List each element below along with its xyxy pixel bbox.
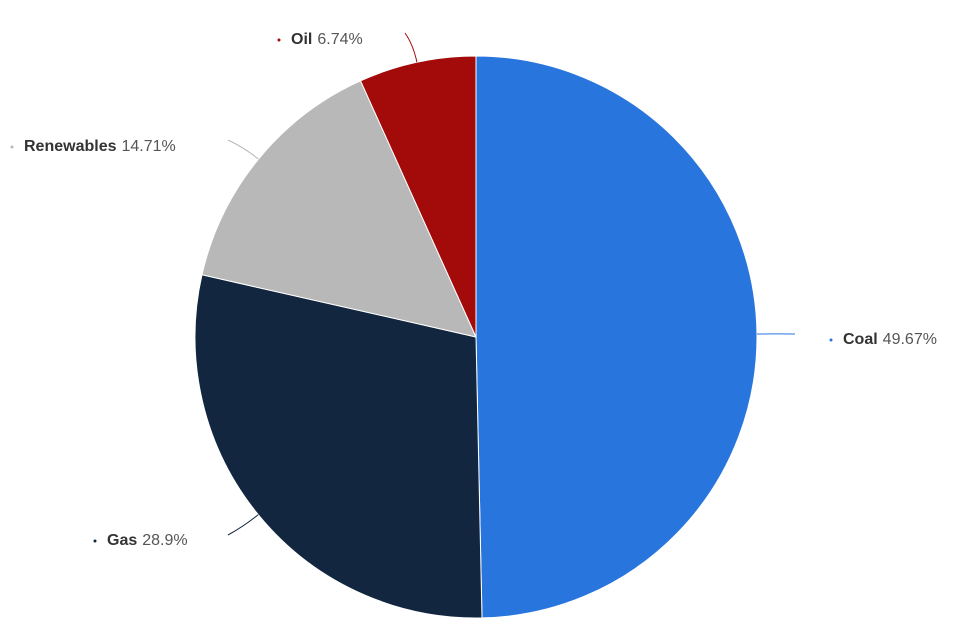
data-label: Coal 49.67%: [843, 331, 937, 348]
data-label: Oil 6.74%: [291, 31, 363, 48]
legend-dot: [10, 145, 14, 149]
legend-dot: [829, 338, 833, 342]
pie-slice: [201, 80, 477, 338]
pie-slice: [194, 274, 483, 619]
data-label: Gas 28.9%: [107, 532, 188, 549]
data-label: Renewables 14.71%: [24, 138, 176, 155]
label-name: Gas: [107, 532, 137, 549]
pie-slice: [359, 55, 477, 338]
label-value: 6.74%: [317, 31, 362, 48]
pie-slice: [475, 55, 758, 619]
label-value: 49.67%: [883, 331, 937, 348]
leader-line: [227, 139, 259, 160]
leader-line: [227, 514, 259, 536]
label-value: 28.9%: [142, 532, 187, 549]
label-value: 14.71%: [121, 138, 175, 155]
legend-dot: [93, 539, 97, 543]
leader-line: [404, 32, 418, 63]
label-name: Renewables: [24, 138, 117, 155]
label-name: Oil: [291, 31, 312, 48]
label-name: Coal: [843, 331, 878, 348]
legend-dot: [277, 38, 281, 42]
